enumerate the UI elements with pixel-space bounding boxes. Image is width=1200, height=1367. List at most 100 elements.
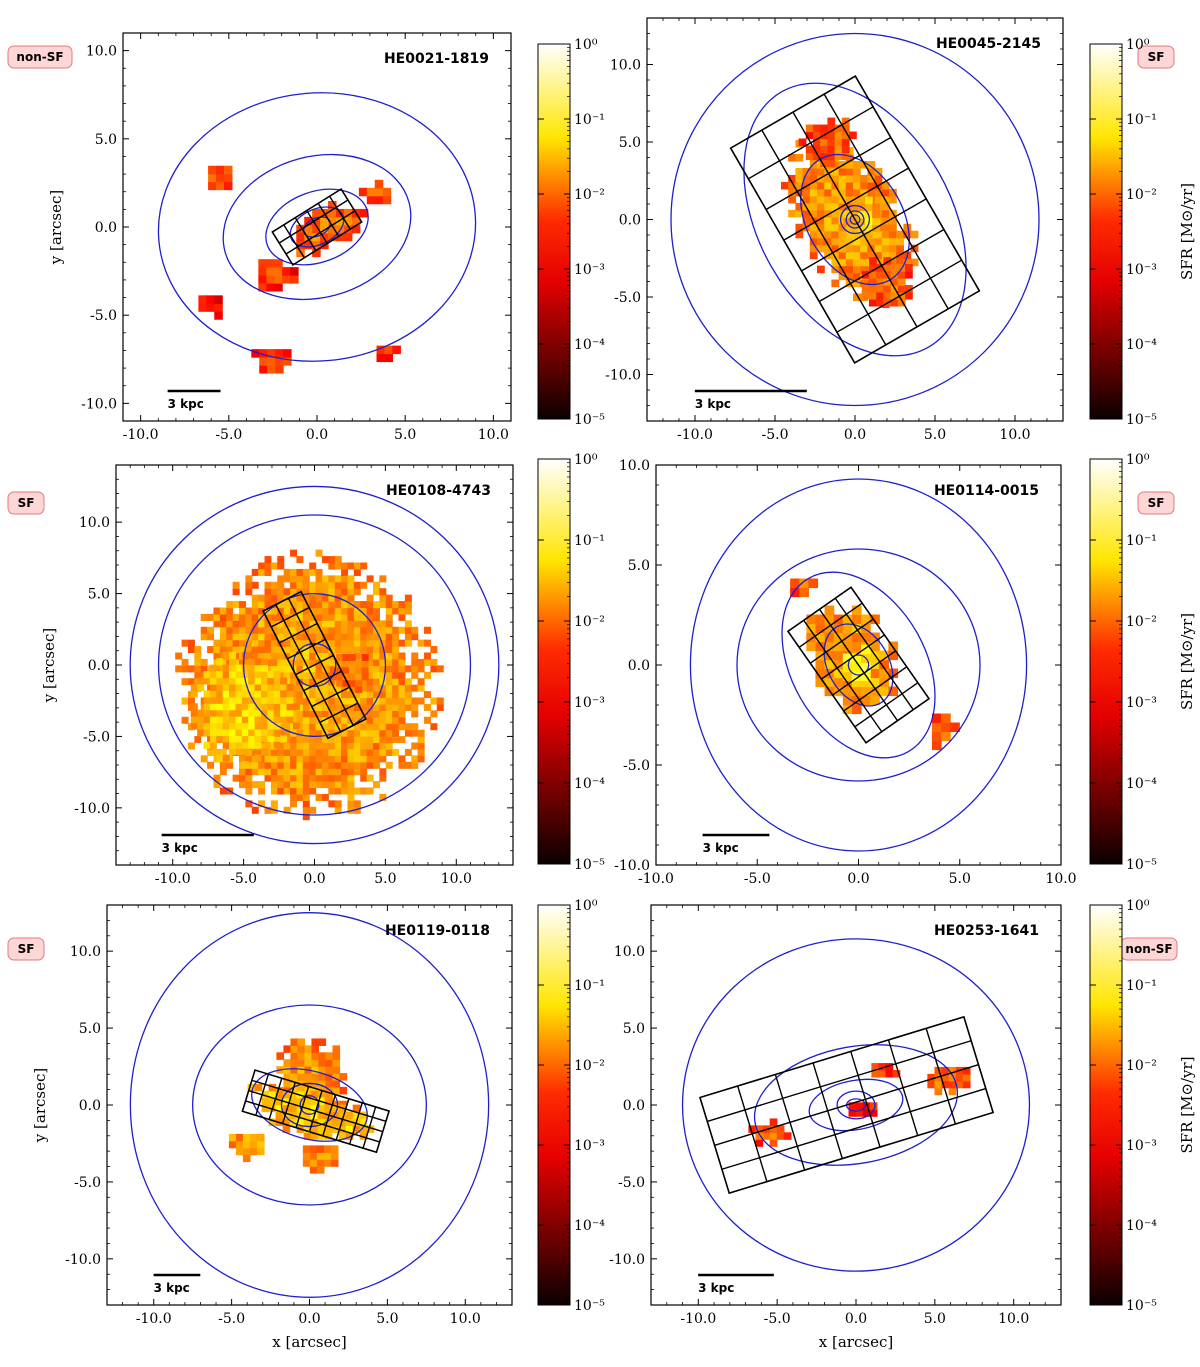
y-tick-label: 0.0 [619, 213, 641, 229]
x-axis-label: x [arcsec] [819, 1333, 893, 1351]
sfr-map [198, 165, 401, 374]
x-tick-label: 5.0 [376, 1311, 398, 1327]
y-tick-label: -10.0 [81, 396, 117, 412]
y-tick-label: 10.0 [619, 458, 650, 474]
colorbar: 10⁻⁵ 10⁻⁴ 10⁻³ 10⁻² 10⁻¹ 10⁰ [537, 37, 605, 428]
contour-2 [265, 188, 369, 266]
colorbar-tick-label: 10⁻⁴ [1126, 337, 1157, 353]
x-tick-label: 5.0 [924, 1311, 946, 1327]
colorbar: 10⁻⁵ 10⁻⁴ 10⁻³ 10⁻² 10⁻¹ 10⁰ [537, 452, 605, 873]
colorbar-tick-label: 10⁻⁵ [574, 857, 605, 873]
panel-HE0119-0118: -10.0 -10.0 -5.0 -5.0 0.0 0.0 5.0 5.0 10.0 10.0 y … [7, 898, 605, 1351]
colorbar-tick-label: 10⁻² [1126, 1058, 1157, 1074]
x-tick-label: -5.0 [218, 1311, 245, 1327]
galaxy-name: HE0114-0015 [934, 483, 1039, 499]
contour-0 [689, 478, 1028, 852]
y-tick-label: 0.0 [628, 658, 650, 674]
y-tick-label: -10.0 [65, 1252, 101, 1268]
colorbar-tick-label: 10⁻³ [574, 695, 605, 711]
spaxel-grid [241, 1069, 391, 1154]
plot-area [157, 92, 477, 374]
x-tick-label: 0.0 [306, 427, 328, 443]
galaxy-name: HE0021-1819 [384, 51, 489, 67]
y-tick-label: -5.0 [623, 758, 650, 774]
sf-class-badge: SF [1137, 491, 1175, 515]
x-tick-label: -5.0 [762, 427, 789, 443]
scale-bar-label: 3 kpc [698, 1281, 734, 1295]
svg-text:non-SF: non-SF [16, 50, 63, 64]
contour-1 [222, 153, 412, 301]
x-tick-label: 5.0 [374, 871, 396, 887]
svg-text:SF: SF [18, 496, 35, 510]
colorbar-tick-label: 10⁰ [1126, 452, 1150, 468]
colorbar-tick-label: 10⁻¹ [1126, 533, 1157, 549]
y-tick-label: -10.0 [74, 801, 110, 817]
contour-2 [808, 1078, 904, 1132]
colorbar-tick-label: 10⁰ [1126, 898, 1150, 914]
plot-area [129, 485, 500, 845]
sfr-map [228, 1038, 375, 1174]
y-tick-label: 5.0 [619, 135, 641, 151]
colorbar-tick-label: 10⁻⁴ [1126, 1218, 1157, 1234]
contour-4 [845, 210, 865, 229]
colorbar-tick-label: 10⁻⁵ [1126, 412, 1157, 428]
y-tick-label: -5.0 [90, 308, 117, 324]
svg-text:non-SF: non-SF [1125, 942, 1172, 956]
y-tick-label: 10.0 [614, 944, 645, 960]
colorbar-tick-label: 10⁰ [574, 452, 598, 468]
plot-area [681, 938, 1031, 1272]
x-tick-label: -5.0 [764, 1311, 791, 1327]
contour-3 [280, 1082, 339, 1128]
colorbar-label: SFR [M⊙/yr] [1178, 183, 1196, 280]
colorbar-tick-label: 10⁻⁴ [574, 1218, 605, 1234]
sf-class-badge: SF [7, 491, 45, 515]
contour-3 [823, 623, 894, 707]
y-tick-label: 5.0 [79, 1021, 101, 1037]
x-tick-label: 0.0 [845, 1311, 867, 1327]
colorbar-tick-label: 10⁻³ [1126, 695, 1157, 711]
sfr-map [175, 549, 444, 821]
colorbar-tick-label: 10⁻¹ [574, 112, 605, 128]
plot-area [670, 32, 1040, 407]
contour-1 [753, 1044, 959, 1166]
colorbar-tick-label: 10⁻¹ [574, 978, 605, 994]
x-tick-label: -10.0 [677, 427, 713, 443]
contour-3 [836, 1090, 876, 1120]
sf-class-badge: SF [7, 937, 45, 961]
y-tick-label: -5.0 [74, 1175, 101, 1191]
sf-class-badge: non-SF [1120, 937, 1178, 961]
x-tick-label: -5.0 [230, 871, 257, 887]
sfr-map [790, 578, 960, 751]
scale-bar-label: 3 kpc [162, 841, 198, 855]
galaxy-name: HE0045-2145 [936, 36, 1041, 52]
x-tick-label: 0.0 [844, 427, 866, 443]
spaxel-grid [786, 586, 931, 744]
colorbar-tick-label: 10⁻¹ [574, 533, 605, 549]
plot-area [129, 912, 490, 1298]
contour-0 [681, 938, 1031, 1272]
contours [681, 938, 1031, 1272]
contour-0 [670, 32, 1040, 407]
y-axis-label: y [arcsec] [47, 190, 65, 265]
colorbar-tick-label: 10⁻⁵ [574, 412, 605, 428]
x-tick-label: 0.0 [847, 871, 869, 887]
colorbar-tick-label: 10⁻² [574, 614, 605, 630]
x-tick-label: -10.0 [136, 1311, 172, 1327]
plot-area [689, 478, 1028, 852]
colorbar-label: SFR [M⊙/yr] [1178, 1056, 1196, 1153]
y-tick-label: -10.0 [614, 858, 650, 874]
scale-bar-label: 3 kpc [154, 1281, 190, 1295]
colorbar-tick-label: 10⁻² [574, 1058, 605, 1074]
y-tick-label: 0.0 [95, 220, 117, 236]
y-tick-label: 5.0 [628, 558, 650, 574]
x-axis-label: x [arcsec] [272, 1333, 346, 1351]
x-tick-label: 0.0 [298, 1311, 320, 1327]
contour-0 [129, 485, 500, 845]
y-tick-label: 0.0 [79, 1098, 101, 1114]
x-tick-label: -10.0 [155, 871, 191, 887]
contour-1 [736, 548, 981, 782]
colorbar: 10⁻⁵ 10⁻⁴ 10⁻³ 10⁻² 10⁻¹ 10⁰ [537, 898, 605, 1314]
contour-3 [292, 642, 337, 688]
colorbar: 10⁻⁵ 10⁻⁴ 10⁻³ 10⁻² 10⁻¹ 10⁰ SFR [M⊙/yr] [1089, 37, 1196, 428]
x-tick-label: -10.0 [680, 1311, 716, 1327]
